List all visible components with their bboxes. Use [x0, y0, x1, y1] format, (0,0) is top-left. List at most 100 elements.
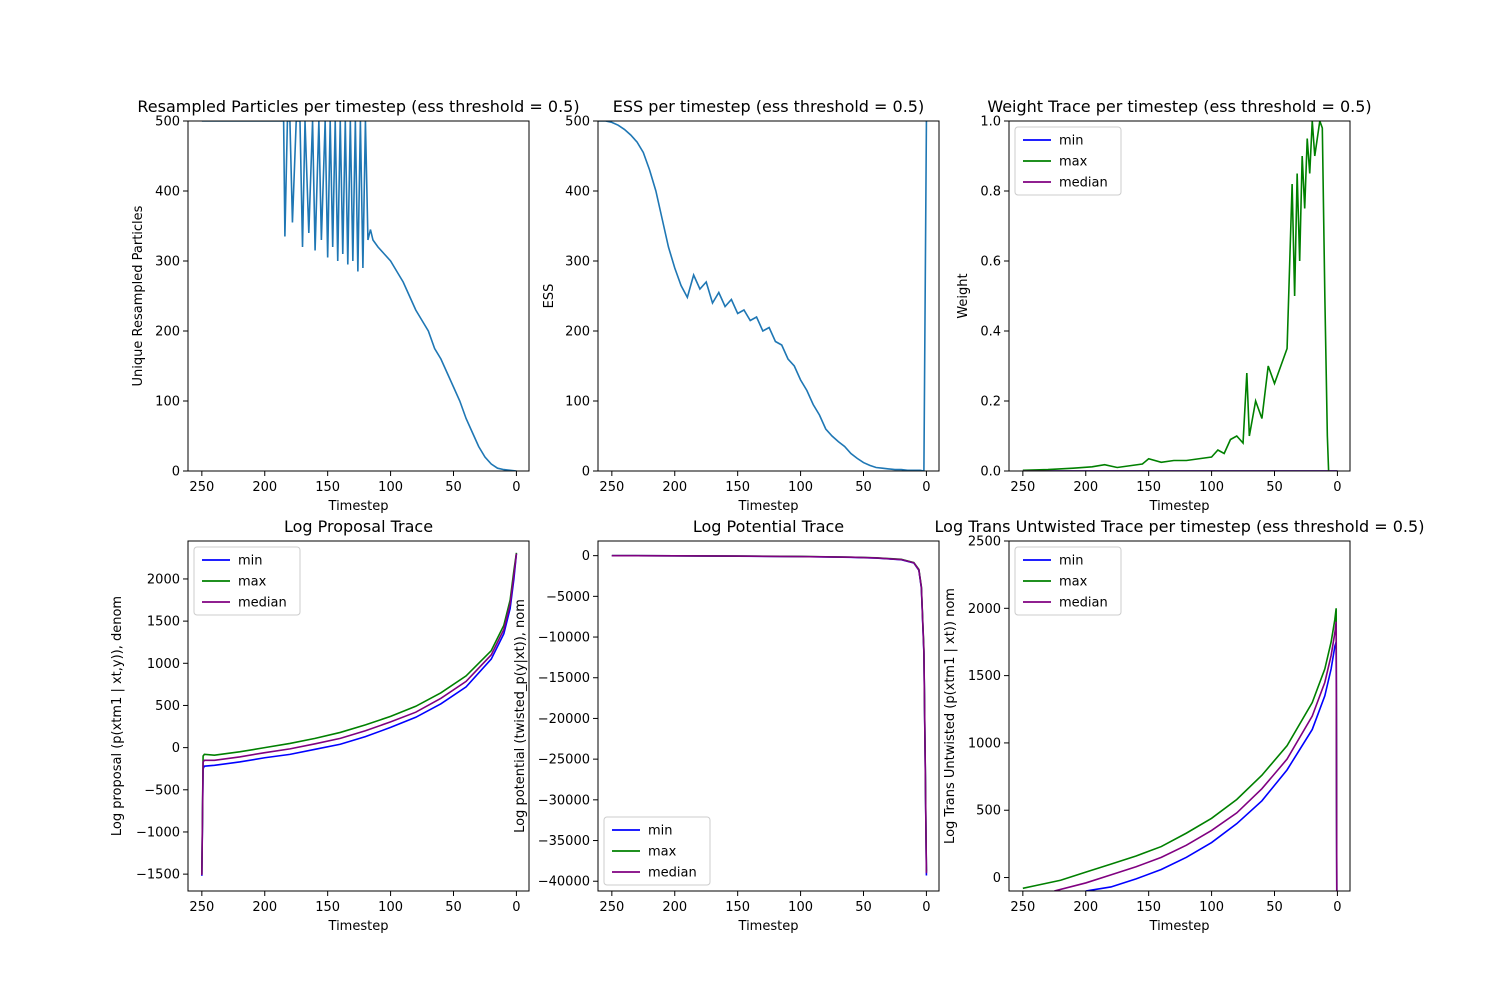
- x-tick-label: 50: [445, 900, 462, 915]
- x-tick-label: 100: [1199, 480, 1224, 495]
- y-tick-label: 500: [976, 804, 1001, 819]
- series-line-5-2: [1054, 621, 1338, 891]
- x-tick-label: 150: [725, 900, 750, 915]
- x-tick-label: 0: [1333, 900, 1341, 915]
- x-tick-label: 150: [1136, 900, 1161, 915]
- legend-box: [1014, 126, 1122, 196]
- chart-panel-3: 250 200 150 100 50 0−1500−1000−50005001000150…: [110, 517, 530, 934]
- y-tick-label: 0.2: [980, 395, 1001, 410]
- x-tick-label: 100: [788, 900, 813, 915]
- legend-box: [193, 546, 301, 616]
- chart-title: Log Proposal Trace: [284, 517, 433, 536]
- series-line-4-2: [611, 554, 928, 874]
- x-tick-label: 150: [725, 480, 750, 495]
- chart-panel-0: 250 200 150 100 50 00100200300400500Resampled…: [131, 97, 580, 514]
- axes-frame: [187, 120, 530, 472]
- y-tick-label: 0: [582, 549, 590, 564]
- x-tick-label: 0: [922, 480, 930, 495]
- x-tick-label: 200: [252, 900, 277, 915]
- x-axis-label: Timestep: [328, 499, 389, 514]
- chart-title: Resampled Particles per timestep (ess th…: [137, 97, 579, 116]
- y-tick-label: 300: [155, 255, 180, 270]
- legend-entry-max: max: [1059, 575, 1088, 590]
- series-line-1-0: [598, 121, 928, 471]
- x-tick-label: 200: [1073, 480, 1098, 495]
- y-tick-label: 0: [993, 871, 1001, 886]
- y-tick-label: 0.6: [980, 255, 1001, 270]
- legend-entry-min: min: [1059, 134, 1084, 149]
- y-tick-label: 0: [172, 465, 180, 480]
- y-tick-label: 500: [565, 115, 590, 130]
- x-tick-label: 250: [189, 480, 214, 495]
- y-tick-label: 2000: [147, 572, 180, 587]
- legend-entry-max: max: [1059, 155, 1088, 170]
- y-axis-label: Weight: [956, 273, 971, 318]
- axes-frame: [597, 540, 940, 892]
- legend: min max median: [603, 816, 711, 886]
- y-tick-label: 200: [155, 325, 180, 340]
- x-tick-label: 0: [512, 480, 520, 495]
- y-tick-label: −30000: [538, 793, 590, 808]
- x-axis-label: Timestep: [328, 919, 389, 934]
- y-tick-label: 400: [565, 185, 590, 200]
- x-axis-label: Timestep: [738, 499, 799, 514]
- chart-panel-2: 250 200 150 100 50 0 0.0 0.2 0.4 0.6 0.8 1.0Weight …: [956, 97, 1372, 514]
- y-tick-label: 400: [155, 185, 180, 200]
- x-tick-label: 250: [599, 480, 624, 495]
- series-line-2-1: [1022, 121, 1330, 471]
- legend-entry-median: median: [238, 596, 287, 611]
- y-tick-label: −1500: [136, 868, 180, 883]
- x-tick-label: 0: [1333, 480, 1341, 495]
- y-tick-label: 0.0: [980, 465, 1001, 480]
- y-tick-label: 2000: [968, 602, 1001, 617]
- x-axis-label: Timestep: [1149, 919, 1210, 934]
- y-tick-label: 300: [565, 255, 590, 270]
- x-tick-label: 200: [252, 480, 277, 495]
- y-tick-label: 100: [565, 395, 590, 410]
- legend-entry-min: min: [1059, 554, 1084, 569]
- legend-entry-max: max: [648, 845, 677, 860]
- x-tick-label: 50: [1266, 900, 1283, 915]
- y-tick-label: −40000: [538, 875, 590, 890]
- legend: min max median: [1014, 126, 1122, 196]
- series-line-5-0: [1085, 641, 1338, 891]
- y-tick-label: 0.8: [980, 185, 1001, 200]
- legend-entry-median: median: [1059, 596, 1108, 611]
- x-tick-label: 250: [599, 900, 624, 915]
- y-axis-label: Log proposal (p(xtm1 | xt,y)), denom: [110, 596, 125, 836]
- series-line-5-1: [1022, 608, 1338, 891]
- y-tick-label: 1.0: [980, 115, 1001, 130]
- series-line-3-1: [201, 552, 518, 875]
- y-tick-label: 1500: [147, 615, 180, 630]
- y-tick-label: 0: [172, 741, 180, 756]
- y-tick-label: −25000: [538, 753, 590, 768]
- x-tick-label: 150: [315, 480, 340, 495]
- x-tick-label: 50: [445, 480, 462, 495]
- x-tick-label: 100: [378, 480, 403, 495]
- x-tick-label: 100: [788, 480, 813, 495]
- y-axis-label: Log Trans Untwisted (p(xtm1 | xt)) nom: [943, 588, 958, 844]
- legend-entry-median: median: [648, 866, 697, 881]
- y-tick-label: 1000: [968, 736, 1001, 751]
- x-tick-label: 250: [189, 900, 214, 915]
- axes-frame: [1008, 120, 1351, 472]
- y-axis-label: ESS: [542, 284, 557, 309]
- x-tick-label: 250: [1010, 480, 1035, 495]
- x-tick-label: 200: [1073, 900, 1098, 915]
- legend-entry-median: median: [1059, 176, 1108, 191]
- legend-entry-min: min: [648, 824, 673, 839]
- axes-frame: [187, 540, 530, 892]
- y-tick-label: 1500: [968, 669, 1001, 684]
- x-tick-label: 150: [1136, 480, 1161, 495]
- x-tick-label: 50: [855, 900, 872, 915]
- x-tick-label: 50: [855, 480, 872, 495]
- y-tick-label: −5000: [546, 590, 590, 605]
- x-tick-label: 0: [922, 900, 930, 915]
- series-line-0-0: [201, 121, 517, 471]
- y-tick-label: −1000: [136, 825, 180, 840]
- chart-title: Log Potential Trace: [693, 517, 844, 536]
- chart-title: ESS per timestep (ess threshold = 0.5): [613, 97, 924, 116]
